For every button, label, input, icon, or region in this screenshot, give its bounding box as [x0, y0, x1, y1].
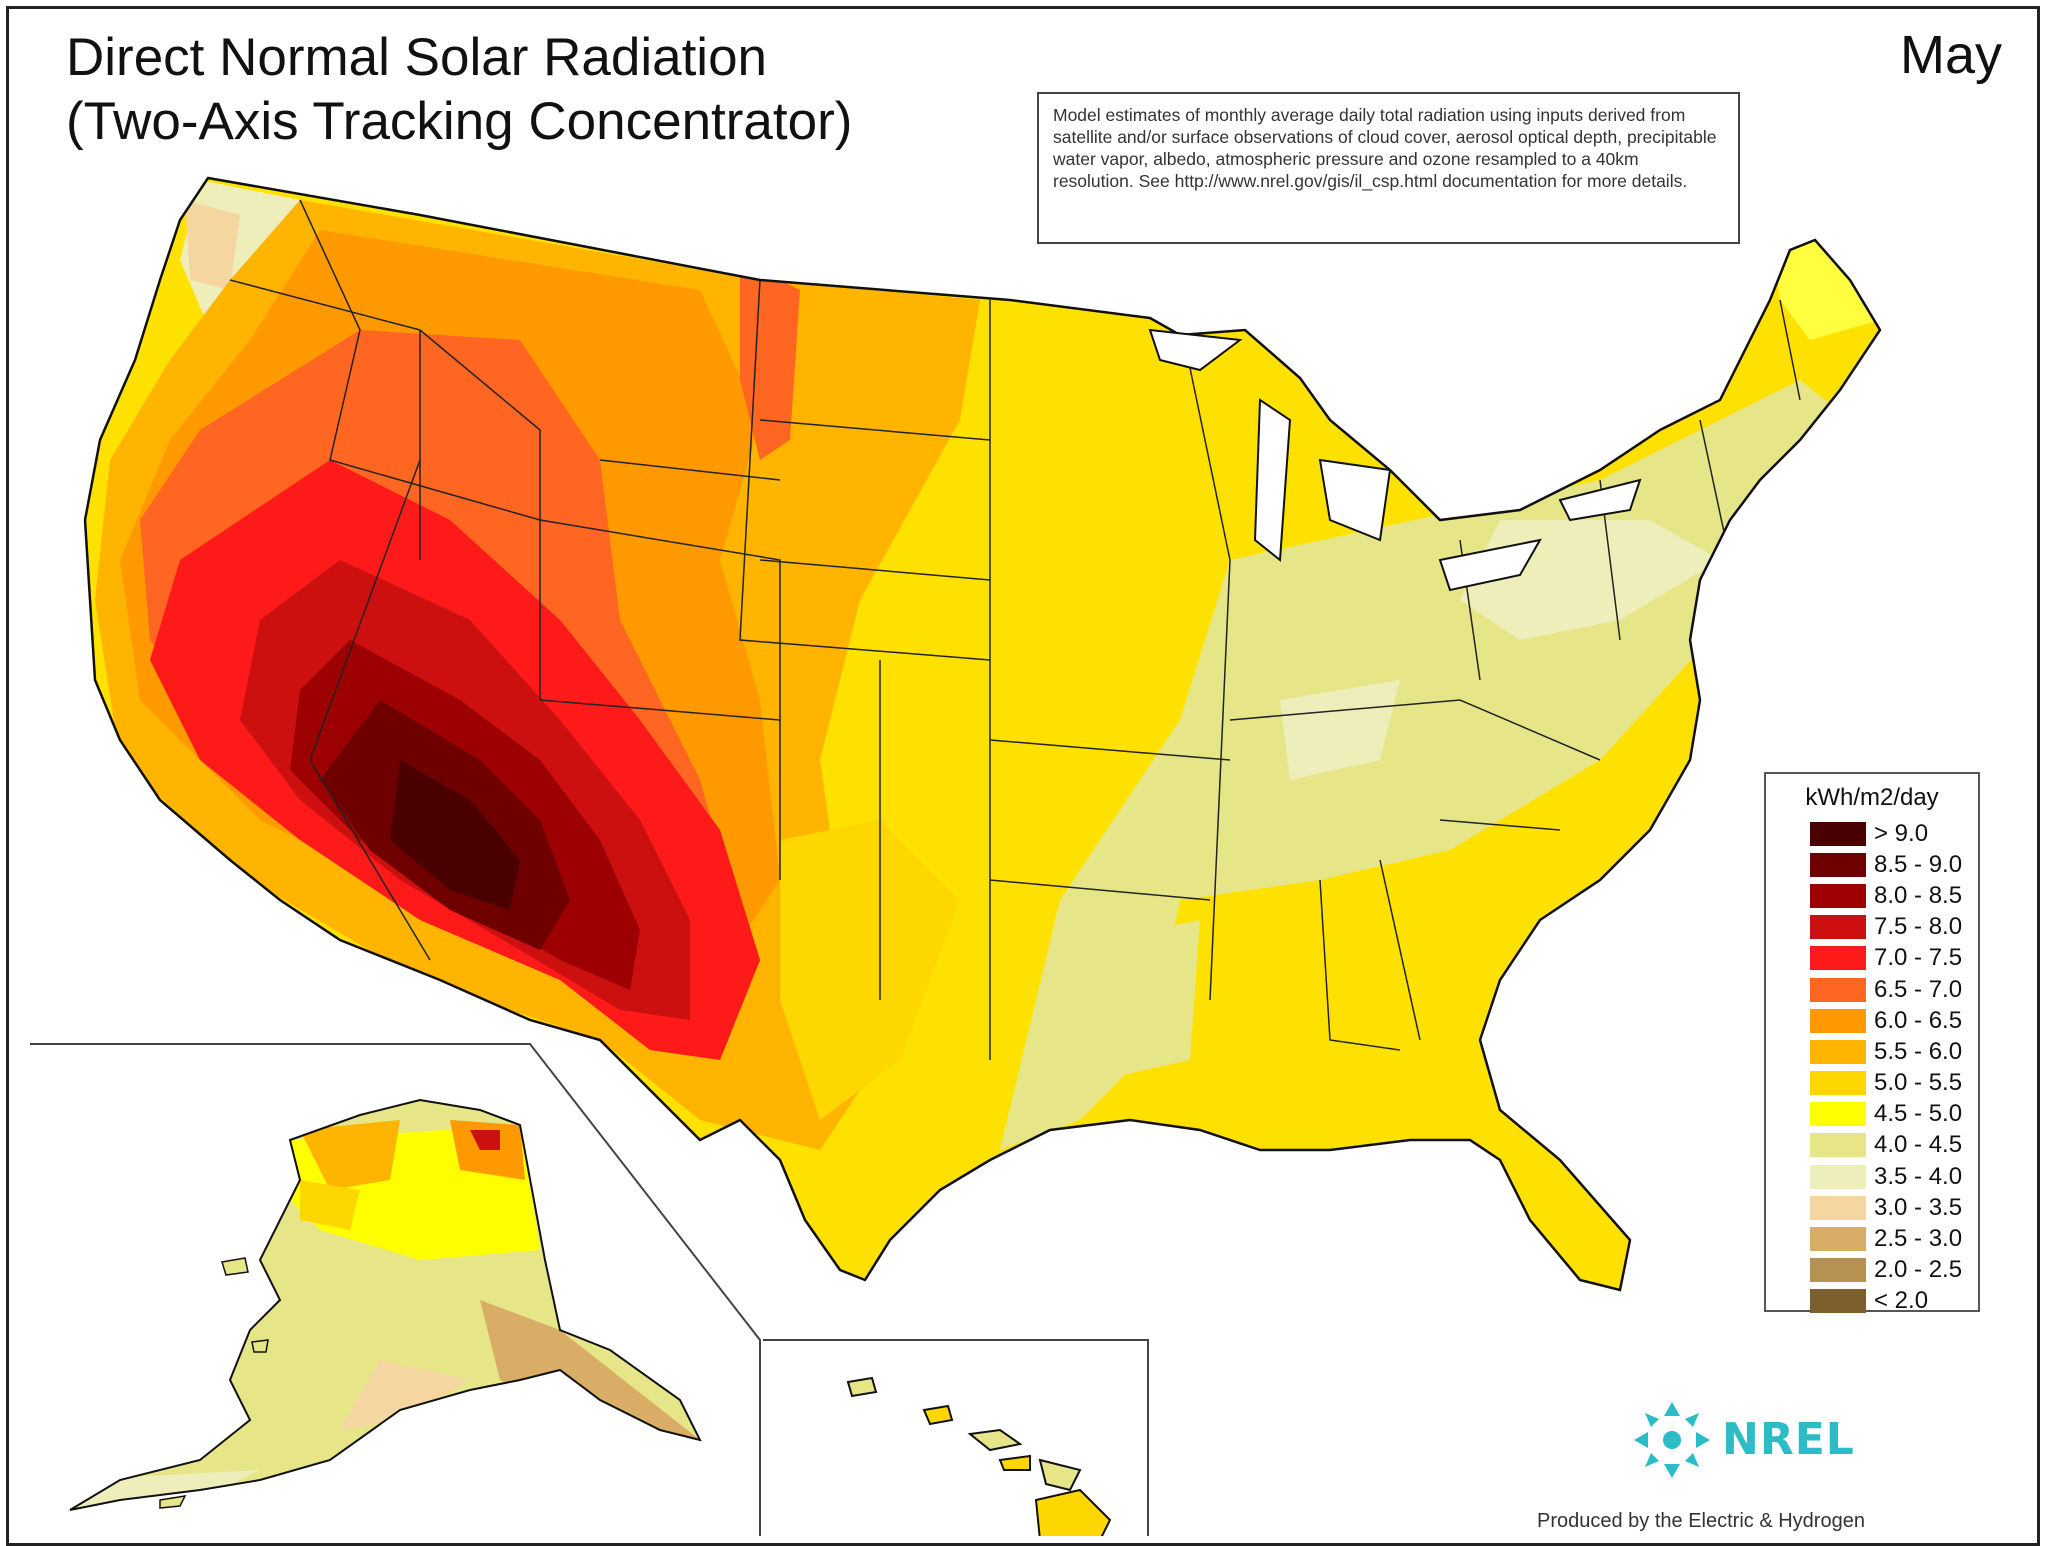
legend-item: 3.5 - 4.0	[1766, 1161, 1978, 1192]
legend-item: 4.0 - 4.5	[1766, 1130, 1978, 1161]
legend-swatch	[1810, 977, 1866, 1002]
legend-label: 5.0 - 5.5	[1874, 1069, 1963, 1097]
nrel-sunburst-icon	[1634, 1402, 1710, 1478]
legend-label: 4.0 - 4.5	[1874, 1131, 1963, 1159]
legend-swatch	[1810, 1008, 1866, 1033]
model-notes-text: Model estimates of monthly average daily…	[1053, 105, 1717, 191]
legend-swatch	[1810, 852, 1866, 877]
legend-label: 4.5 - 5.0	[1874, 1100, 1963, 1128]
hawaii-islands	[846, 1376, 1112, 1536]
legend-swatch	[1810, 1289, 1866, 1314]
legend-item: 4.5 - 5.0	[1766, 1099, 1978, 1130]
legend-swatch	[1810, 1133, 1866, 1158]
legend-label: 5.5 - 6.0	[1874, 1037, 1963, 1065]
legend-item: 8.0 - 8.5	[1766, 880, 1978, 911]
legend-swatch	[1810, 821, 1866, 846]
legend-item: 5.5 - 6.0	[1766, 1036, 1978, 1067]
legend-item: 5.0 - 5.5	[1766, 1068, 1978, 1099]
legend-item: 6.0 - 6.5	[1766, 1005, 1978, 1036]
legend-swatch	[1810, 1164, 1866, 1189]
legend-item: 2.0 - 2.5	[1766, 1255, 1978, 1286]
legend-item: 3.0 - 3.5	[1766, 1192, 1978, 1223]
map-title: Direct Normal Solar Radiation (Two-Axis …	[66, 26, 852, 154]
nrel-logo-text: NREL	[1722, 1414, 1855, 1465]
legend: kWh/m2/day > 9.0 8.5 - 9.0 8.0 - 8.5 7.5 - …	[1764, 772, 1980, 1314]
legend-swatch	[1810, 1227, 1866, 1252]
model-notes-box: Model estimates of monthly average daily…	[1037, 92, 1740, 244]
title-line-2: (Two-Axis Tracking Concentrator)	[66, 92, 853, 151]
legend-label: 8.5 - 9.0	[1874, 850, 1963, 878]
legend-label: 6.5 - 7.0	[1874, 975, 1963, 1003]
legend-swatch	[1810, 1039, 1866, 1064]
legend-rows: > 9.0 8.5 - 9.0 8.0 - 8.5 7.5 - 8.0 7.0 - 7.…	[1766, 818, 1978, 1317]
legend-swatch	[1810, 1195, 1866, 1220]
legend-item: 8.5 - 9.0	[1766, 849, 1978, 880]
legend-label: < 2.0	[1874, 1287, 1929, 1315]
legend-item: 6.5 - 7.0	[1766, 974, 1978, 1005]
legend-item: > 9.0	[1766, 818, 1978, 849]
legend-label: 3.5 - 4.0	[1874, 1162, 1963, 1190]
legend-swatch	[1810, 1071, 1866, 1096]
legend-label: 7.5 - 8.0	[1874, 913, 1963, 941]
credit-text: Produced by the Electric & Hydrogen	[1537, 1510, 1865, 1532]
alaska-radiation-field	[70, 1100, 700, 1510]
legend-item: < 2.0	[1766, 1286, 1978, 1317]
legend-label: 2.5 - 3.0	[1874, 1225, 1963, 1253]
inset-borders	[30, 1043, 1149, 1536]
alaska-islands	[159, 1257, 269, 1509]
legend-swatch	[1810, 883, 1866, 908]
legend-swatch	[1810, 946, 1866, 971]
legend-label: 2.0 - 2.5	[1874, 1256, 1963, 1284]
alaska-outline	[69, 1098, 702, 1511]
legend-swatch	[1810, 1102, 1866, 1127]
conus-outline	[83, 176, 1882, 1292]
month-label: May	[1899, 25, 2002, 85]
legend-label: 6.0 - 6.5	[1874, 1006, 1963, 1034]
title-line-1: Direct Normal Solar Radiation	[66, 28, 768, 87]
legend-swatch	[1810, 1258, 1866, 1283]
legend-label: 3.0 - 3.5	[1874, 1193, 1963, 1221]
legend-item: 7.0 - 7.5	[1766, 943, 1978, 974]
legend-title: kWh/m2/day	[1805, 784, 1939, 811]
legend-swatch	[1810, 915, 1866, 940]
legend-item: 7.5 - 8.0	[1766, 912, 1978, 943]
legend-label: > 9.0	[1874, 819, 1929, 847]
legend-label: 8.0 - 8.5	[1874, 881, 1963, 909]
legend-label: 7.0 - 7.5	[1874, 944, 1963, 972]
great-lakes	[1148, 328, 1642, 592]
legend-item: 2.5 - 3.0	[1766, 1223, 1978, 1254]
